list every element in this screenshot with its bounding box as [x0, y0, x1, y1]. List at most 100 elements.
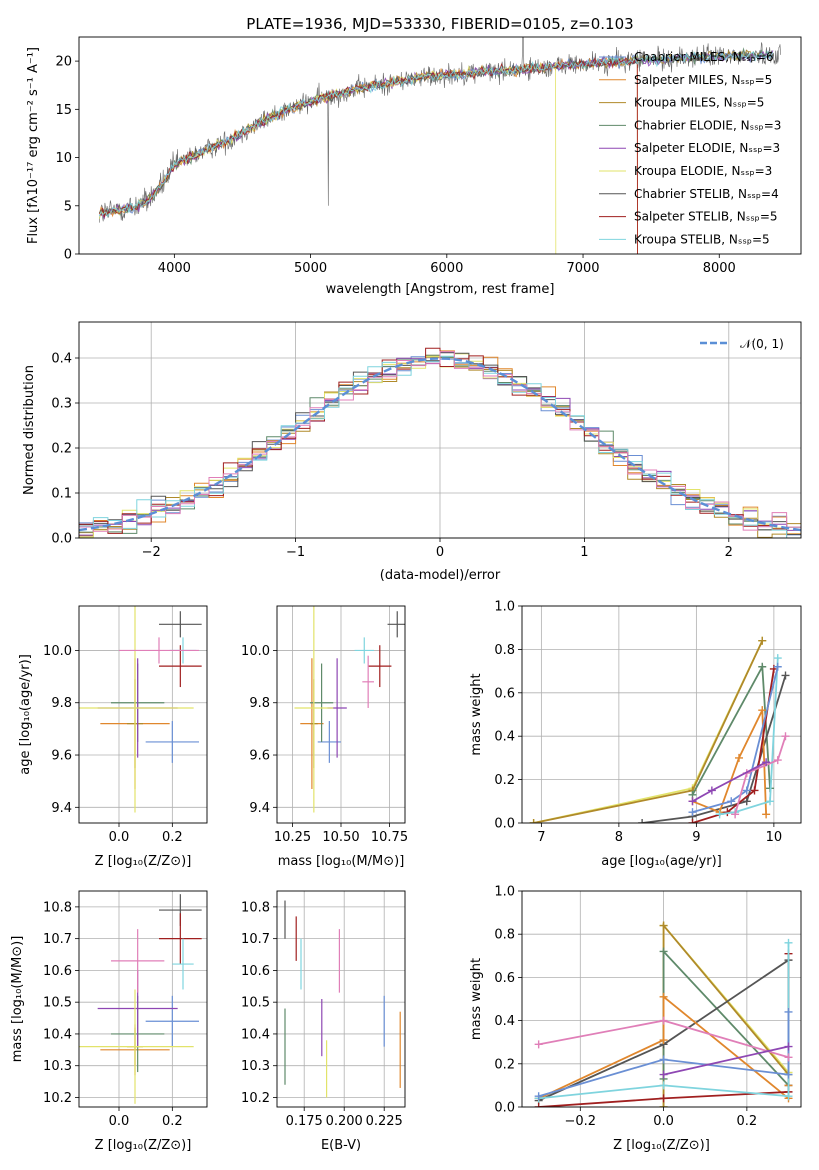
mass_vs_Z-ytick-label: 10.7 [43, 932, 72, 947]
residuals-xtick-label: −2 [142, 545, 161, 560]
massweight_vs_age-ylabel: mass weight [469, 673, 484, 755]
massweight_vs_Z-point-marker [659, 921, 668, 930]
massweight_vs_age-point-marker [781, 671, 790, 680]
residuals-panel: −2 −1 0 1 2 0.0 0.1 0.2 0.3 0.4 (data-model)/error… [22, 321, 802, 583]
age_vs_mass-ytick-label: 9.6 [249, 749, 270, 764]
massweight_vs_Z-ytick-label: 0.2 [494, 1057, 515, 1072]
massweight_vs_age-series-line [692, 668, 775, 823]
massweight_vs_age-point-marker [758, 662, 767, 671]
massweight_vs_age-xtick-label: 8 [615, 830, 623, 845]
residuals-ytick-label: 0.1 [51, 487, 72, 502]
residuals-ytick-label: 0.4 [51, 352, 72, 367]
massweight_vs_Z-series-line [663, 1045, 789, 1076]
age_vs_mass-xtick-label: 10.75 [371, 830, 408, 845]
spectrum-xlabel: wavelength [Angstrom, rest frame] [326, 282, 555, 297]
spectrum-xtick-label: 8000 [703, 261, 736, 276]
legend-entry: Chabrier MILES, Nₛₛₚ=6 [634, 50, 774, 64]
mass_vs_Z-frame [78, 890, 208, 1108]
mass_vs_ebv-ytick-label: 10.6 [241, 964, 270, 979]
age_vs_mass-ytick-label: 9.4 [249, 801, 270, 816]
spectrum-ytick-label: 15 [55, 103, 72, 118]
legend-entry: Chabrier STELIB, Nₛₛₚ=4 [634, 187, 779, 201]
massweight_vs_Z-series-line [662, 923, 790, 1107]
massweight_vs_Z-point-marker [784, 1007, 793, 1016]
mass_vs_ebv-ytick-label: 10.7 [241, 932, 270, 947]
massweight_vs_Z-point-marker [784, 1053, 793, 1062]
massweight_vs_age-panel: 7 8 9 10 0.0 0.2 0.4 0.6 0.8 1.0 age [log₁₀(age/yr… [469, 600, 802, 869]
residuals-ytick-label: 0.2 [51, 442, 72, 457]
legend-entry: Salpeter STELIB, Nₛₛₚ=5 [634, 210, 778, 224]
spectrum-xtick-label: 5000 [294, 261, 327, 276]
age_vs_mass-frame [276, 605, 406, 824]
mass_vs_Z-xlabel: Z [log₁₀(Z/Z⊙)] [95, 1138, 192, 1153]
mass_vs_Z-ytick-label: 10.3 [43, 1059, 72, 1074]
spectrum-panel: 4000 5000 6000 7000 8000 0 5 10 15 20 wavelength [… [26, 15, 802, 297]
residuals-ytick-label: 0.0 [51, 532, 72, 547]
mass_vs_Z-xtick-label: 0.2 [162, 1114, 183, 1129]
mass_vs_Z-panel: 0.0 0.2 10.2 10.3 10.4 10.5 10.6 10.7 10.8 Z [log… [10, 890, 208, 1153]
massweight_vs_age-point-marker [715, 810, 724, 819]
massweight_vs_age-point-marker [758, 636, 767, 645]
massweight_vs_Z-point-marker [784, 1092, 793, 1101]
massweight_vs_age-ytick-label: 0.6 [494, 686, 515, 701]
residuals-frame [78, 321, 802, 539]
massweight_vs_age-ytick-label: 0.2 [494, 773, 515, 788]
massweight_vs_Z-point-marker [659, 1081, 668, 1090]
massweight_vs_Z-point-marker [534, 1040, 543, 1049]
massweight_vs_age-xtick-label: 9 [692, 830, 700, 845]
massweight_vs_Z-xlabel: Z [log₁₀(Z/Z⊙)] [613, 1138, 710, 1153]
massweight_vs_Z-plot-area [534, 921, 793, 1107]
legend-entry: Chabrier ELODIE, Nₛₛₚ=3 [634, 118, 781, 132]
spectrum-legend: Chabrier MILES, Nₛₛₚ=6 Salpeter MILES, Nₛ… [599, 50, 781, 246]
massweight_vs_Z-xtick-label: −0.2 [565, 1114, 597, 1129]
legend-entry: 𝒩(0, 1) [740, 337, 784, 351]
age_vs_mass-xtick-label: 10.50 [322, 830, 359, 845]
massweight_vs_Z-point-marker [534, 1103, 543, 1107]
legend-entry: Kroupa STELIB, Nₛₛₚ=5 [634, 232, 770, 246]
residuals-ytick-label: 0.3 [51, 397, 72, 412]
massweight_vs_age-series-line [533, 640, 764, 823]
age_vs_mass-panel: 10.25 10.50 10.75 9.4 9.6 9.8 10.0 mass [log₁₀(… [241, 605, 408, 869]
legend-entry: Kroupa ELODIE, Nₛₛₚ=3 [634, 164, 772, 178]
massweight_vs_age-series-line [719, 658, 779, 816]
massweight_vs_age-series-line [533, 640, 764, 823]
massweight_vs_age-point-marker [773, 662, 782, 671]
age_vs_Z-ylabel: age [log₁₀(age/yr)] [18, 654, 33, 775]
massweight_vs_age-point-marker [735, 753, 743, 762]
massweight_vs_age-point-marker [773, 756, 782, 765]
massweight_vs_age-point-marker [529, 819, 538, 823]
age_vs_Z-xtick-label: 0.2 [162, 830, 183, 845]
legend-entry: Salpeter ELODIE, Nₛₛₚ=3 [634, 141, 780, 155]
massweight_vs_age-point-marker [766, 797, 774, 806]
age_vs_Z-xlabel: Z [log₁₀(Z/Z⊙)] [95, 854, 192, 869]
massweight_vs_Z-ylabel: mass weight [469, 958, 484, 1040]
spectrum-model-line [98, 49, 774, 218]
massweight_vs_Z-point-marker [659, 947, 668, 956]
massweight_vs_age-point-marker [688, 797, 697, 806]
age_vs_Z-panel: 0.0 0.2 9.4 9.6 9.8 10.0 Z [log₁₀(Z/Z⊙)] age [l… [18, 605, 208, 869]
massweight_vs_Z-frame [521, 890, 802, 1108]
massweight_vs_Z-xtick-label: 0.2 [737, 1114, 758, 1129]
age_vs_Z-ytick-label: 9.4 [51, 801, 72, 816]
massweight_vs_Z-point-marker [534, 1092, 543, 1101]
massweight_vs_age-point-marker [781, 732, 790, 741]
massweight_vs_Z-point-marker [659, 1070, 668, 1079]
spectrum-frame [78, 36, 802, 255]
age_vs_mass-xtick-label: 10.25 [274, 830, 311, 845]
mass_vs_ebv-xtick-label: 0.225 [366, 1114, 403, 1129]
age_vs_Z-ytick-label: 10.0 [43, 644, 72, 659]
massweight_vs_age-xtick-label: 10 [766, 830, 783, 845]
massweight_vs_Z-point-marker [659, 1103, 668, 1107]
massweight_vs_age-xtick-label: 7 [537, 830, 545, 845]
massweight_vs_age-ytick-label: 0.8 [494, 643, 515, 658]
mass_vs_Z-xtick-label: 0.0 [109, 1114, 130, 1129]
massweight_vs_age-point-marker [638, 819, 647, 823]
massweight_vs_Z-ytick-label: 0.0 [494, 1101, 515, 1116]
massweight_vs_age-point-marker [758, 706, 767, 715]
mass_vs_ebv-panel: 0.175 0.200 0.225 10.2 10.3 10.4 10.5 10.6 10.7 1… [241, 890, 406, 1153]
spectrum-xtick-label: 4000 [158, 261, 191, 276]
massweight_vs_Z-point-marker [659, 1016, 668, 1025]
spectrum-ytick-label: 0 [64, 248, 72, 263]
age_vs_mass-plot-area [294, 606, 405, 813]
